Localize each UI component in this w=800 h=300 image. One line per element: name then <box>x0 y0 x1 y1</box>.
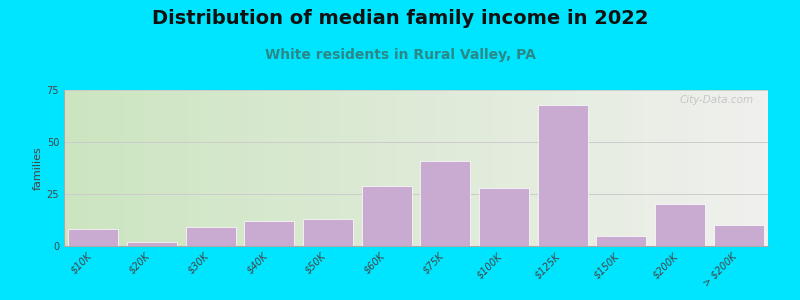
Bar <box>186 227 235 246</box>
Bar <box>538 105 587 246</box>
Text: White residents in Rural Valley, PA: White residents in Rural Valley, PA <box>265 48 535 62</box>
Text: Distribution of median family income in 2022: Distribution of median family income in … <box>152 9 648 28</box>
Bar <box>303 219 353 246</box>
Bar <box>655 204 705 246</box>
Bar <box>69 230 118 246</box>
Bar <box>596 236 646 246</box>
Y-axis label: families: families <box>33 146 42 190</box>
Bar <box>127 242 177 246</box>
Bar <box>421 161 470 246</box>
Bar <box>479 188 529 246</box>
Bar <box>362 186 411 246</box>
Bar <box>245 221 294 246</box>
Bar <box>714 225 763 246</box>
Text: City-Data.com: City-Data.com <box>680 95 754 105</box>
